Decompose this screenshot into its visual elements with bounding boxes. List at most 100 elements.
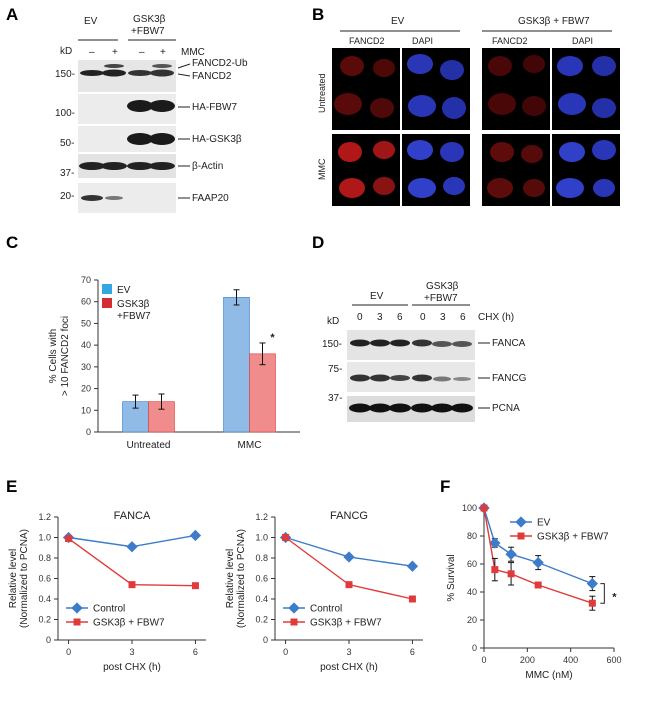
lane-label: 0 [357, 312, 363, 323]
band [451, 403, 473, 413]
micrograph-gsk-dapi-mmc [552, 134, 620, 206]
legend-label: GSK3β + FBW7 [310, 618, 382, 629]
band [370, 339, 390, 347]
band [350, 374, 370, 382]
mmc-label: MMC [181, 47, 205, 58]
band [127, 162, 153, 170]
y-tick-label: 40 [467, 587, 477, 597]
micrograph-ev-fancd2-untreated [332, 48, 400, 130]
y-tick-label: 0 [263, 635, 268, 645]
band-label-fancg: FANCG [492, 373, 527, 384]
y-tick-label: 50 [81, 318, 91, 328]
micrograph-gsk-dapi-untreated [552, 48, 620, 130]
y-tick-label: 70 [81, 275, 91, 285]
micrograph-ev-fancd2-mmc [332, 134, 400, 206]
chart-title: FANCA [114, 510, 151, 522]
marker-100: 100- [55, 108, 75, 119]
panel-d-letter: D [312, 233, 324, 252]
band [453, 377, 471, 381]
band [127, 100, 153, 112]
legend-label: EV [537, 518, 551, 529]
band [432, 341, 452, 347]
x-axis-label: post CHX (h) [320, 662, 378, 673]
chart-e-fanca: 0 0.2 0.4 0.6 0.8 1.0 1.2 0 3 6 FANCA post CHX (h) R… [8, 510, 206, 673]
data-point [505, 548, 517, 560]
channel-label-fancd2-gsk: FANCD2 [492, 36, 528, 46]
lane-label: 0 [420, 312, 426, 323]
y-tick-label: 0.2 [38, 615, 51, 625]
legend-marker [290, 618, 298, 626]
band [369, 403, 391, 413]
y-axis-label: Relative level [8, 549, 19, 608]
y-tick-label: 0.4 [38, 594, 51, 604]
y-tick-label: 0.8 [255, 553, 268, 563]
x-tick-label: MMC [238, 440, 262, 451]
panel-d: D EV GSK3β +FBW7 kD 0 3 6 0 3 6 CHX (h) [312, 233, 527, 422]
band [412, 374, 432, 382]
y-tick-label: 0 [472, 643, 477, 653]
data-point [408, 595, 416, 603]
x-tick-label: 200 [520, 655, 535, 665]
band-label-ha-gsk: HA-GSK3β [192, 134, 242, 145]
band [452, 341, 472, 347]
chx-label: CHX (h) [478, 312, 514, 323]
band-label-fanca: FANCA [492, 338, 526, 349]
micrograph-ev-dapi-untreated [402, 48, 470, 130]
data-point [282, 534, 290, 541]
band-label-pcna: PCNA [492, 403, 520, 414]
marker-50: 50- [60, 138, 74, 149]
x-tick-label: 400 [563, 655, 578, 665]
y-tick-label: 60 [81, 297, 91, 307]
band [350, 339, 370, 347]
x-tick-label: Untreated [127, 440, 171, 451]
data-point [191, 582, 199, 590]
channel-label-dapi-ev: DAPI [412, 36, 433, 46]
panel-c-letter: C [6, 233, 18, 252]
legend-swatch-ev [102, 284, 112, 294]
band [149, 162, 175, 170]
y-tick-label: 1.0 [38, 533, 51, 543]
y-tick-label: 1.0 [255, 533, 268, 543]
y-tick-label: 0.2 [255, 615, 268, 625]
legend-label: GSK3β + FBW7 [93, 618, 165, 629]
y-tick-label: 100 [462, 503, 477, 513]
y-tick-label: 0 [46, 635, 51, 645]
data-point [345, 581, 353, 589]
band [102, 69, 126, 77]
band [431, 403, 453, 413]
legend-marker [288, 602, 300, 614]
legend-label: Control [93, 604, 125, 615]
legend-label-gsk: GSK3β [117, 299, 150, 310]
marker-20: 20- [60, 191, 74, 202]
panel-f: F 0 20 40 60 80 100 0 200 400 600 MMC (nM) % Surviv… [440, 477, 622, 681]
band [370, 374, 390, 382]
y-tick-label: 20 [467, 615, 477, 625]
band [101, 162, 127, 170]
micrograph-gsk-fancd2-mmc [482, 134, 550, 206]
y-axis-label: > 10 FANCD2 foci [60, 316, 71, 396]
arrow [177, 63, 191, 69]
x-tick-label: 600 [606, 655, 621, 665]
chart-c: 0 10 20 30 40 50 60 70 Untreated MMC * % Cells with… [48, 275, 300, 451]
y-tick-label: 0.8 [38, 553, 51, 563]
y-tick-label: 80 [467, 531, 477, 541]
data-point [189, 529, 202, 542]
legend-marker [517, 532, 525, 540]
x-tick-label: 6 [410, 647, 415, 657]
data-point [406, 560, 419, 572]
marker-150: 150- [55, 69, 75, 80]
significance-star: * [270, 332, 275, 344]
data-point [534, 581, 542, 589]
lane-sign-3: – [139, 47, 145, 58]
legend-label-ev: EV [117, 285, 131, 296]
band-label-actin: β-Actin [192, 161, 223, 172]
panel-b-letter: B [312, 5, 324, 24]
data-point [480, 504, 488, 512]
channel-label-fancd2-ev: FANCD2 [349, 36, 385, 46]
group-label-gsk: GSK3β [133, 14, 166, 25]
data-point [126, 541, 138, 553]
data-point [588, 599, 596, 607]
y-tick-label: 40 [81, 340, 91, 350]
lane-sign-1: – [89, 47, 95, 58]
